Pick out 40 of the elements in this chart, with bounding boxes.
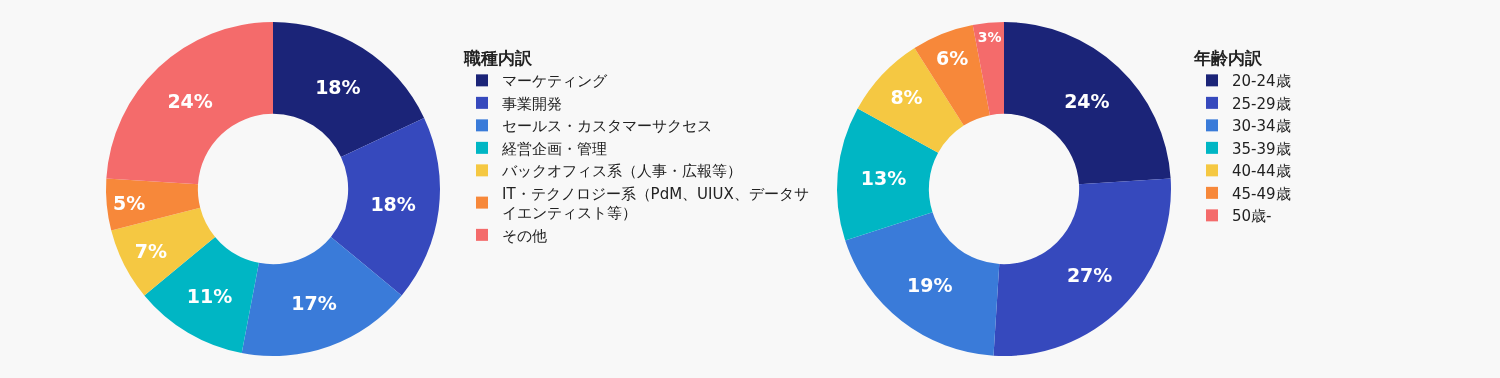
data-label: 13% — [860, 166, 907, 189]
data-label: 19% — [907, 273, 953, 296]
legend-label: 45-49歳 — [1232, 184, 1291, 203]
donut-slice — [845, 212, 1000, 356]
text: 年齢内訳 — [1193, 48, 1263, 69]
data-label: 6% — [936, 47, 969, 70]
data-label: 5% — [113, 191, 146, 214]
legend-label: 事業開発 — [502, 94, 562, 113]
data-label: 18% — [370, 193, 416, 216]
data-label: 11% — [186, 285, 233, 308]
legend-label: バックオフィス系（人事・広報等） — [501, 162, 742, 181]
donut-slice — [330, 117, 440, 296]
legend-label: IT・テクノロジー系（PdM、UIUX、データサイエンティスト等） — [502, 184, 809, 223]
legend-label: 30-34歳 — [1232, 117, 1291, 136]
legend-label: 25-29歳 — [1232, 94, 1291, 113]
data-label: 17% — [291, 291, 337, 314]
legend-label: 50歳- — [1232, 207, 1272, 226]
donut-slice — [1004, 22, 1171, 185]
data-label: 18% — [315, 75, 361, 98]
donut-slice — [106, 22, 273, 185]
legend-label: 35-39歳 — [1232, 139, 1291, 158]
donut-slice — [241, 236, 402, 356]
text: 職種内訳 — [463, 48, 533, 69]
legend-label: 経営企画・管理 — [501, 139, 607, 158]
legend-label: マーケティング — [502, 72, 608, 91]
donut-slice — [972, 22, 1004, 116]
data-label: 27% — [1066, 263, 1113, 286]
donut-slice — [837, 108, 939, 241]
data-label: 7% — [134, 240, 167, 263]
legend-label: 40-44歳 — [1232, 162, 1291, 181]
data-label: 3% — [977, 29, 1002, 46]
legend-label: セールス・カスタマーサクセス — [502, 117, 712, 136]
donut-slice — [993, 178, 1171, 356]
data-label: 24% — [167, 89, 213, 112]
legend-label: その他 — [502, 226, 547, 245]
donut-slice — [106, 178, 201, 231]
data-label: 24% — [1064, 89, 1110, 112]
data-label: 8% — [890, 86, 923, 109]
legend-label: 20-24歳 — [1232, 72, 1291, 91]
donut-slice — [273, 22, 425, 157]
